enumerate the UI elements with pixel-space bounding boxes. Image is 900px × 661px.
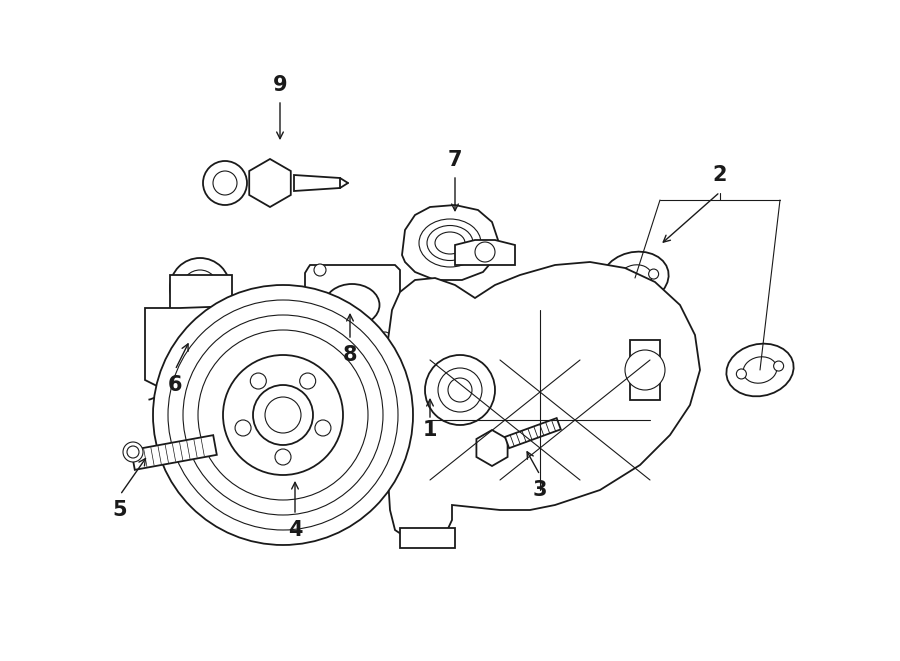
Circle shape <box>379 332 391 344</box>
Circle shape <box>170 258 230 318</box>
Polygon shape <box>305 265 400 345</box>
Circle shape <box>275 449 291 465</box>
Polygon shape <box>601 252 669 304</box>
Circle shape <box>203 161 247 205</box>
Polygon shape <box>726 344 794 396</box>
Polygon shape <box>400 528 455 548</box>
Polygon shape <box>455 240 515 265</box>
Circle shape <box>250 373 266 389</box>
Circle shape <box>235 420 251 436</box>
Circle shape <box>649 269 659 279</box>
Text: 4: 4 <box>288 520 302 540</box>
Text: 2: 2 <box>713 165 727 185</box>
Circle shape <box>611 277 621 287</box>
Polygon shape <box>505 418 561 448</box>
Circle shape <box>475 242 495 262</box>
Polygon shape <box>476 430 508 466</box>
Text: 8: 8 <box>343 345 357 365</box>
Circle shape <box>438 368 482 412</box>
Text: 1: 1 <box>423 420 437 440</box>
Text: 5: 5 <box>112 500 127 520</box>
Circle shape <box>774 361 784 371</box>
Circle shape <box>736 369 746 379</box>
Text: 6: 6 <box>167 375 182 395</box>
Circle shape <box>153 285 413 545</box>
Polygon shape <box>131 435 217 470</box>
Text: 9: 9 <box>273 75 287 95</box>
Polygon shape <box>385 262 700 542</box>
Text: 7: 7 <box>448 150 463 170</box>
Circle shape <box>205 362 221 378</box>
Polygon shape <box>402 205 498 280</box>
Circle shape <box>300 373 316 389</box>
Polygon shape <box>249 159 291 207</box>
Circle shape <box>315 420 331 436</box>
Circle shape <box>314 264 326 276</box>
Polygon shape <box>170 275 232 318</box>
Circle shape <box>425 355 495 425</box>
Text: 3: 3 <box>533 480 547 500</box>
Polygon shape <box>294 175 340 191</box>
Circle shape <box>182 270 218 306</box>
Circle shape <box>625 350 665 390</box>
Polygon shape <box>145 305 285 395</box>
Circle shape <box>123 442 143 462</box>
Polygon shape <box>630 340 660 400</box>
